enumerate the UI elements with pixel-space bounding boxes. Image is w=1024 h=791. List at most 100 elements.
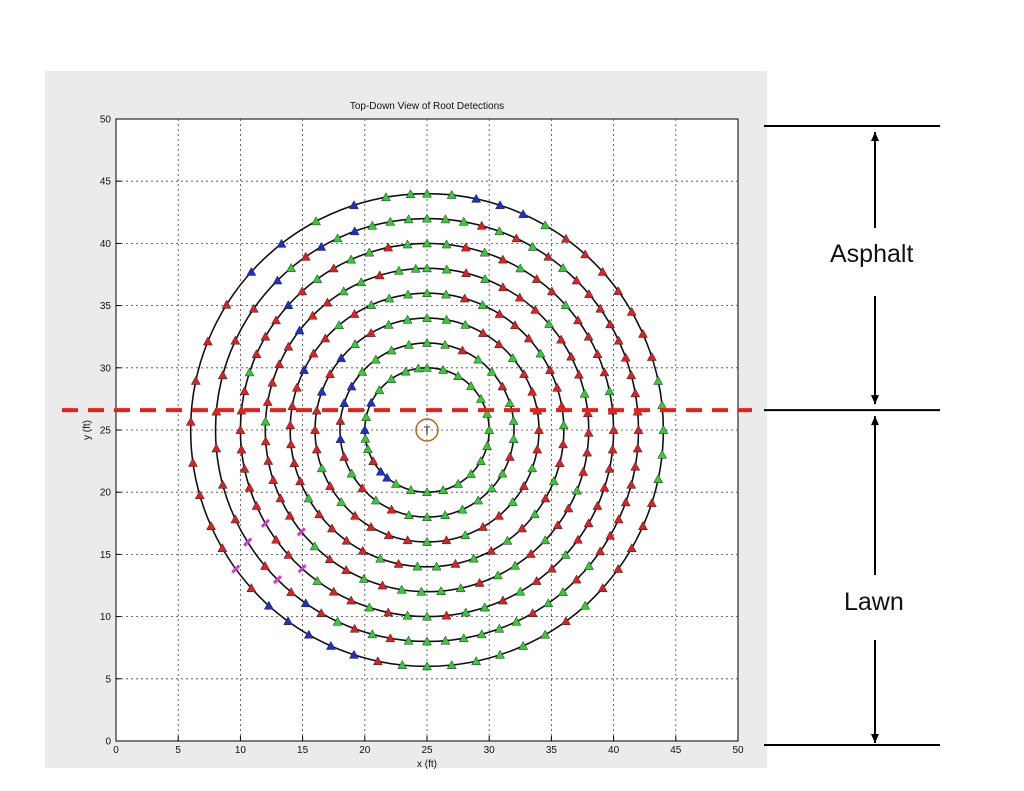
green-detection-marker [511,616,522,626]
green-detection-marker [422,213,432,223]
green-detection-marker [367,629,378,639]
red-detection-marker [630,461,641,471]
red-detection-marker [260,436,271,446]
red-detection-marker [185,416,196,426]
y-tick-label: 45 [100,177,112,188]
green-detection-marker [504,398,515,407]
red-detection-marker [263,455,274,465]
green-detection-marker [529,509,540,519]
red-detection-marker [322,297,333,307]
red-detection-marker [574,369,584,379]
green-detection-marker [422,288,432,298]
green-detection-marker [476,629,487,639]
green-detection-marker [486,483,497,493]
green-detection-marker [572,485,582,495]
y-tick-label: 25 [100,426,112,437]
red-detection-marker [194,490,205,499]
red-detection-marker [605,319,616,329]
red-detection-marker [202,336,213,346]
red-detection-marker [287,401,298,411]
red-detection-marker [543,251,554,261]
red-detection-marker [554,458,565,467]
red-detection-marker [556,334,566,344]
red-detection-marker [328,263,339,273]
red-detection-marker [260,331,271,341]
green-detection-marker [453,371,464,380]
red-detection-marker [402,535,413,545]
magenta-detection-mark [243,537,253,547]
y-axis-label: y (ft) [82,420,93,440]
red-detection-marker [339,451,350,461]
green-detection-marker [360,433,371,443]
red-detection-marker [478,328,488,337]
lawn-arrow-up-head [871,416,879,426]
green-detection-marker [510,560,521,570]
blue-detection-marker [336,353,347,362]
green-detection-marker [422,362,432,372]
green-detection-marker [350,339,360,349]
red-detection-marker [285,439,296,449]
magenta-detection-mark [296,527,306,537]
asphalt-arrow-up-head [871,132,879,141]
red-detection-marker [461,268,472,277]
blue-detection-marker [276,238,287,248]
red-detection-marker [582,447,593,457]
blue-detection-marker [283,616,293,626]
green-detection-marker [384,293,395,303]
green-detection-marker [422,313,432,322]
green-detection-marker [405,189,416,199]
red-detection-marker [626,479,637,489]
red-detection-marker [613,514,624,524]
red-detection-marker [626,543,637,553]
green-detection-marker [515,263,526,273]
red-detection-marker [476,220,487,230]
red-detection-marker [630,388,641,398]
green-detection-marker [397,660,408,669]
red-detection-marker [316,608,327,617]
red-detection-marker [620,497,631,507]
red-detection-marker [592,349,603,358]
red-detection-marker [341,535,352,545]
green-detection-marker [657,449,667,459]
red-detection-marker [497,282,508,292]
y-tick-label: 10 [100,612,112,623]
green-detection-marker [440,214,451,224]
lawn-label: Lawn [840,588,908,617]
red-detection-marker [595,303,606,313]
green-detection-marker [370,495,381,505]
x-tick-label: 15 [297,745,309,756]
lawn-arrow-down-head [871,734,879,743]
blue-detection-marker [346,381,357,391]
green-detection-marker [560,549,571,559]
red-detection-marker [607,444,618,454]
tree-center-circle [415,418,439,442]
red-detection-marker [494,510,504,520]
red-detection-marker [583,427,594,437]
red-detection-marker [604,463,615,473]
red-detection-marker [188,457,198,467]
green-detection-marker [361,412,372,421]
green-detection-marker [548,476,559,486]
x-tick-label: 50 [732,745,744,756]
blue-detection-marker [382,472,392,482]
x-tick-label: 20 [359,745,371,756]
green-detection-marker [422,188,432,198]
green-detection-marker [312,575,323,585]
red-detection-marker [608,424,619,434]
green-detection-marker [492,570,503,580]
red-detection-marker [206,521,216,530]
red-detection-marker [230,335,241,345]
green-detection-marker [367,220,378,230]
red-detection-marker [441,535,452,545]
red-detection-marker [217,370,228,380]
green-detection-marker [502,535,513,545]
green-detection-marker [495,649,505,659]
red-detection-marker [561,233,571,243]
green-detection-marker [453,478,464,488]
red-detection-marker [599,367,610,377]
red-detection-marker [613,286,624,295]
green-detection-marker [386,345,397,355]
y-tick-label: 40 [100,239,112,250]
green-detection-marker [440,635,451,645]
red-detection-marker [638,521,648,530]
